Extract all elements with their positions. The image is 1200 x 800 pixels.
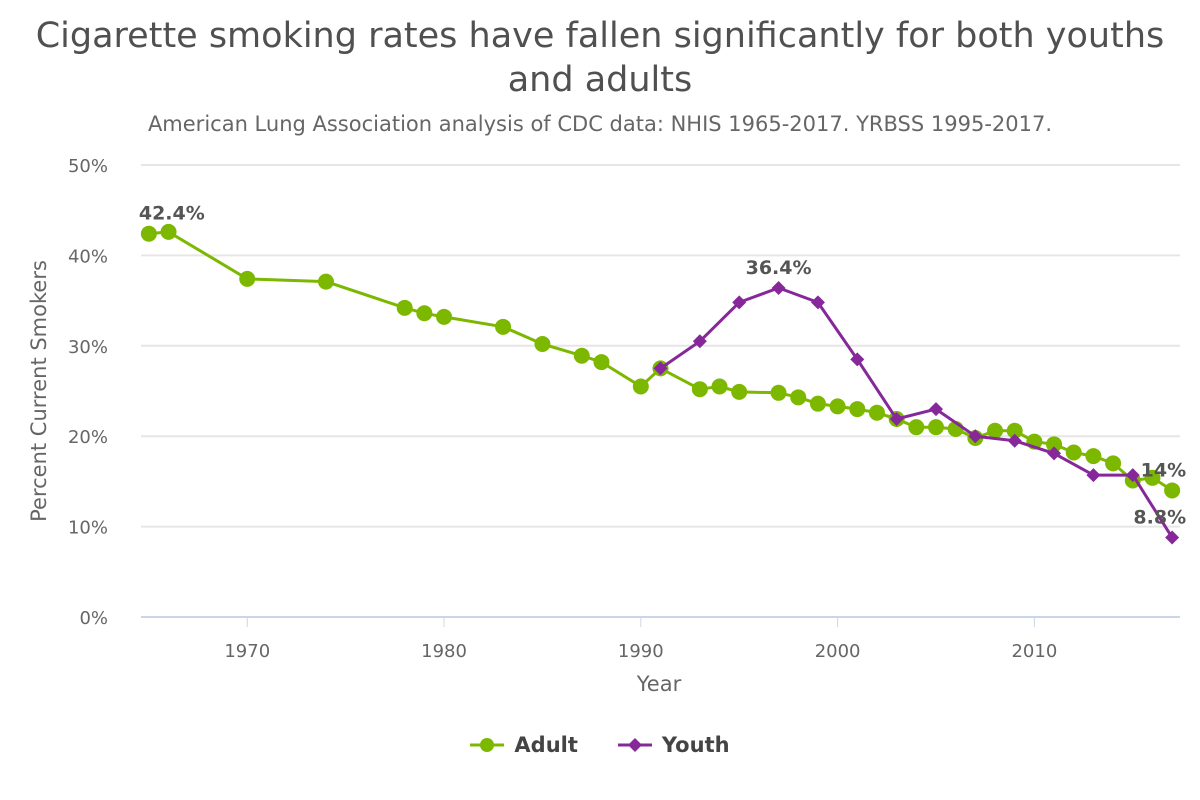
adult-point: [495, 318, 512, 335]
legend-diamond-icon: [617, 738, 652, 752]
adult-point: [809, 395, 826, 412]
x-tick-label: 2000: [815, 641, 861, 662]
y-tick-label: 10%: [68, 518, 108, 539]
youth-point: [692, 334, 707, 349]
youth-point: [1165, 530, 1180, 545]
adult-point: [1085, 448, 1102, 465]
adult-point: [317, 273, 334, 290]
adult-point: [573, 347, 590, 364]
youth-point: [653, 361, 668, 376]
legend-label-youth: Youth: [661, 733, 730, 757]
youth-point: [928, 402, 943, 417]
series-youth: [653, 280, 1180, 545]
youth-point: [1125, 468, 1140, 483]
chart-title: Cigarette smoking rates have fallen sign…: [35, 16, 1165, 100]
adult-point: [868, 404, 885, 421]
legend: Adult Youth: [0, 733, 1200, 757]
data-label: 14%: [1141, 459, 1186, 481]
adult-point: [1144, 469, 1161, 486]
gridlines: [141, 164, 1180, 528]
legend-item-youth[interactable]: Youth: [617, 733, 730, 757]
adult-point: [711, 378, 728, 395]
adult-point: [1046, 436, 1063, 453]
adult-point: [849, 401, 866, 418]
x-tick-label: 1970: [224, 641, 270, 662]
chart-subtitle: American Lung Association analysis of CD…: [147, 112, 1053, 136]
adult-point: [632, 378, 649, 395]
adult-point: [1065, 444, 1082, 461]
x-tick-label: 2010: [1011, 641, 1057, 662]
youth-point: [1086, 468, 1101, 483]
youth-point: [732, 295, 747, 310]
youth-point: [771, 280, 786, 295]
y-tick-label: 50%: [68, 156, 108, 177]
x-axis-ticks: 1970 1980 1990 2000 2010: [224, 617, 1057, 662]
adult-point: [593, 354, 610, 371]
x-tick-label: 1990: [618, 641, 664, 662]
y-tick-label: 40%: [68, 246, 108, 267]
legend-item-adult[interactable]: Adult: [470, 733, 578, 757]
youth-point: [1007, 433, 1022, 448]
adult-point: [790, 389, 807, 406]
youth-point: [889, 412, 904, 427]
adult-point: [239, 270, 256, 287]
legend-circle-icon: [470, 738, 505, 752]
adult-point: [691, 381, 708, 398]
y-tick-label: 30%: [68, 337, 108, 358]
y-axis-title: Percent Current Smokers: [27, 260, 51, 522]
adult-point: [770, 384, 787, 401]
data-label: 36.4%: [746, 257, 812, 279]
y-tick-label: 0%: [79, 608, 108, 629]
x-tick-label: 1980: [421, 641, 467, 662]
adult-point: [140, 225, 157, 242]
adult-point: [416, 305, 433, 322]
adult-point: [731, 383, 748, 400]
adult-point: [908, 419, 925, 436]
youth-point: [1047, 446, 1062, 461]
adult-point: [927, 419, 944, 436]
youth-point: [850, 352, 865, 367]
adult-point: [534, 335, 551, 352]
adult-point: [1164, 482, 1181, 499]
adult-point: [160, 223, 177, 240]
y-tick-label: 20%: [68, 427, 108, 448]
data-labels: 42.4% 14% 36.4% 8.8%: [139, 203, 1186, 529]
adult-point: [396, 299, 413, 316]
adult-point: [987, 422, 1004, 439]
youth-point: [968, 429, 983, 444]
youth-point: [810, 295, 825, 310]
data-label: 8.8%: [1133, 506, 1186, 528]
data-label: 42.4%: [139, 203, 205, 225]
legend-label-adult: Adult: [514, 733, 578, 757]
youth-line: [659, 286, 1174, 539]
adult-point: [829, 398, 846, 415]
adult-point: [1105, 455, 1122, 472]
x-axis-title: Year: [636, 672, 682, 696]
series-adult: [140, 223, 1181, 499]
series-group: [140, 223, 1181, 545]
adult-point: [1006, 422, 1023, 439]
y-axis-ticks: 0% 10% 20% 30% 40% 50%: [68, 156, 108, 629]
adult-point: [436, 308, 453, 325]
